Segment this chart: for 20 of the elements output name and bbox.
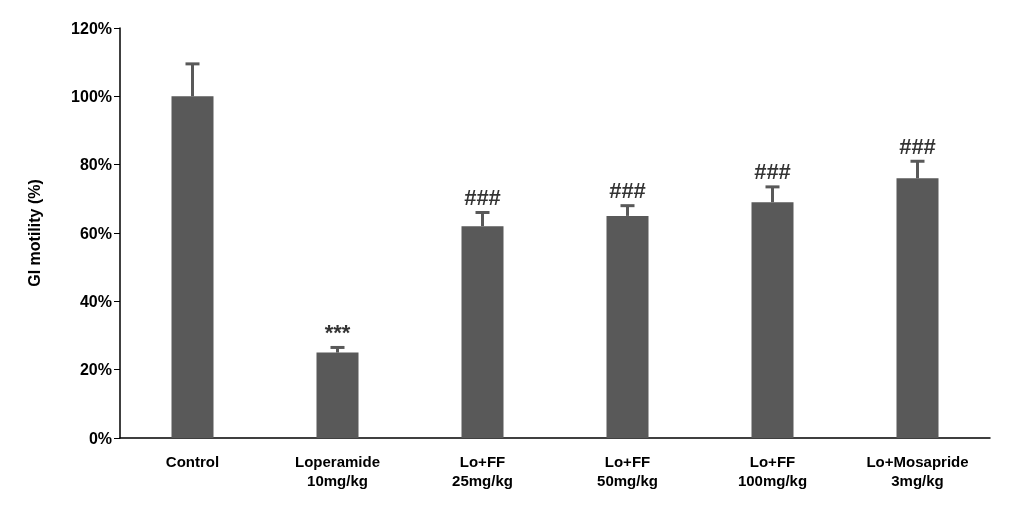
y-tick-label: 20%	[79, 361, 112, 379]
annotation: ***	[324, 319, 351, 345]
x-tick-label: Loperamide 10mg/kg	[294, 453, 381, 489]
x-tick-label: Control	[165, 453, 220, 470]
annotation: ###	[754, 159, 791, 185]
annotation: ###	[464, 185, 501, 210]
y-tick-label: 120%	[71, 19, 112, 37]
y-axis-title: GI motility (%)	[25, 179, 43, 287]
bar	[316, 352, 359, 438]
y-tick-label: 100%	[71, 87, 112, 105]
y-tick-label: 40%	[79, 292, 112, 310]
x-tick-label: Lo+FF 50mg/kg	[597, 453, 658, 489]
y-tick-label: 80%	[79, 156, 112, 174]
x-tick-label: Lo+Mosapride 3mg/kg	[866, 453, 969, 489]
x-tick-label: Lo+FF 25mg/kg	[452, 453, 513, 489]
x-tick-label: Lo+FF 100mg/kg	[737, 453, 808, 489]
y-tick-label: 60%	[79, 224, 112, 242]
annotation: ###	[899, 133, 936, 159]
annotation: ###	[609, 178, 646, 204]
y-tick-label: 0%	[88, 429, 112, 447]
